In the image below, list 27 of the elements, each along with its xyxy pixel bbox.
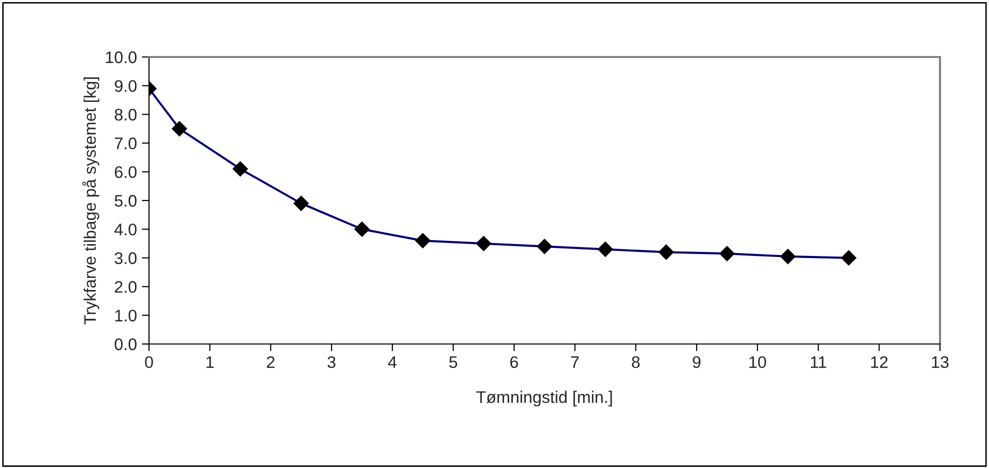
y-tick-label: 6.0 <box>114 166 137 178</box>
y-tick-label: 2.0 <box>114 281 137 293</box>
y-tick-label: 7.0 <box>114 138 137 150</box>
x-tick-label: 1 <box>206 356 214 368</box>
x-tick-label: 3 <box>328 356 336 368</box>
x-tick-label: 8 <box>632 356 640 368</box>
x-tick-label: 6 <box>510 356 518 368</box>
x-tick-label: 11 <box>810 356 826 368</box>
x-tick-label: 2 <box>266 356 274 368</box>
x-tick-label: 4 <box>388 356 397 368</box>
x-tick-label: 10 <box>749 356 766 368</box>
y-tick-label: 8.0 <box>114 108 137 121</box>
y-tick-label: 9.0 <box>114 80 137 92</box>
y-tick-label: 10.0 <box>106 51 137 64</box>
y-tick-label: 1.0 <box>115 310 137 322</box>
y-tick-label: 3.0 <box>114 252 137 264</box>
y-tick-label: 4.0 <box>114 224 137 236</box>
x-tick-label: 5 <box>449 356 458 368</box>
x-tick-label: 9 <box>692 356 700 368</box>
y-tick-label: 5.0 <box>114 194 137 207</box>
y-axis-title: Trykfarve tilbage på systemet [kg] <box>82 77 100 324</box>
x-tick-label: 12 <box>871 356 888 368</box>
x-tick-label: 0 <box>145 356 153 368</box>
x-tick-label: 13 <box>932 356 949 368</box>
x-axis-title: Tømningstid [min.] <box>476 390 612 406</box>
x-tick-label: 7 <box>571 356 579 368</box>
y-tick-label: 0.0 <box>114 338 137 350</box>
